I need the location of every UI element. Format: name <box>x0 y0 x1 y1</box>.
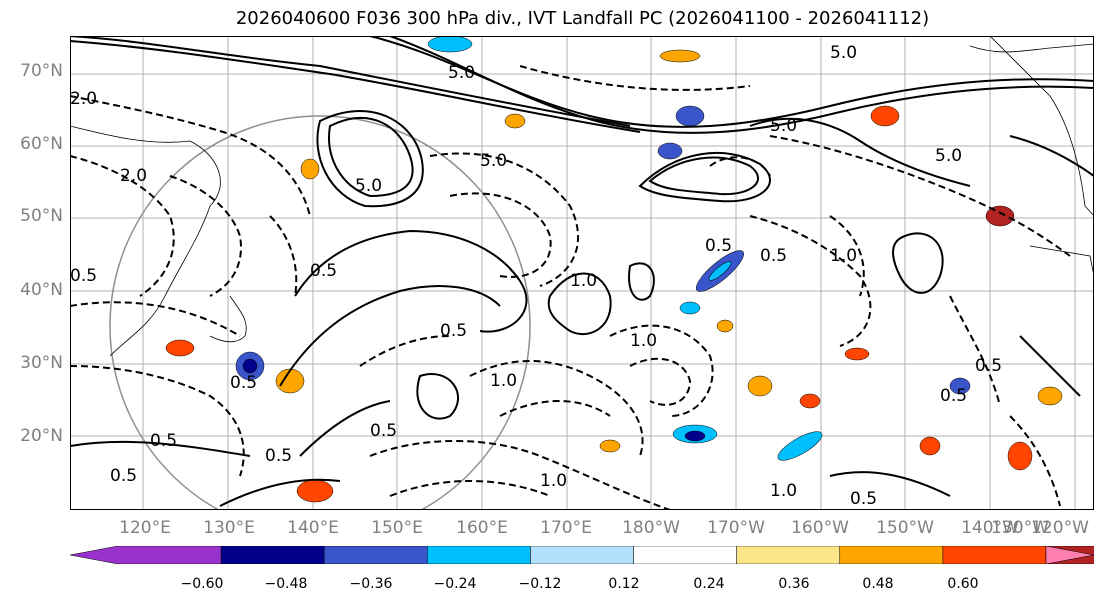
colorbar-tick: −0.48 <box>264 576 308 592</box>
colorbar-cell <box>1045 546 1094 564</box>
lon-label: 180°W <box>622 518 680 538</box>
colorbar-cell <box>70 546 222 564</box>
divergence-shading <box>165 36 1063 503</box>
lat-label: 60°N <box>20 134 63 154</box>
contour-label: 5.0 <box>480 151 507 171</box>
lon-label: 150°W <box>876 518 934 538</box>
dashed-contours <box>70 65 1071 510</box>
solid-contours <box>70 36 1094 507</box>
contour-label: 1.0 <box>540 471 567 491</box>
contour-label: 5.0 <box>448 63 475 83</box>
colorbar-cell <box>323 546 428 564</box>
colorbar-cell <box>220 546 325 564</box>
contour-label: 5.0 <box>830 43 857 63</box>
contour-label: 5.0 <box>935 146 962 166</box>
contour-label: 0.5 <box>370 421 397 441</box>
lon-label: 120°W <box>1031 518 1089 538</box>
map-title: 2026040600 F036 300 hPa div., IVT Landfa… <box>235 8 930 29</box>
lon-label: 160°W <box>791 518 849 538</box>
contour-label: 1.0 <box>770 481 797 501</box>
coastlines <box>70 36 1094 357</box>
contour-label: 5.0 <box>770 116 797 136</box>
map-canvas: 5.0 5.0 5.0 5.0 5.0 5.0 2.0 2.0 0.5 0.5 … <box>70 36 1094 510</box>
lon-label: 140°E <box>287 518 339 538</box>
map-panel: 5.0 5.0 5.0 5.0 5.0 5.0 2.0 2.0 0.5 0.5 … <box>70 36 1094 510</box>
contour-label: 2.0 <box>120 166 147 186</box>
colorbar-cell <box>633 546 737 564</box>
contour-label: 0.5 <box>705 236 732 256</box>
contour-label: 0.5 <box>110 466 137 486</box>
colorbar-tick: 0.36 <box>778 576 810 592</box>
lon-label: 170°E <box>540 518 592 538</box>
colorbar-cell <box>427 546 531 564</box>
lat-label: 20°N <box>20 426 63 446</box>
lon-label: 140°W <box>961 518 1019 538</box>
contour-label: 0.5 <box>70 266 97 286</box>
lat-label: 40°N <box>20 280 63 300</box>
contour-label: 1.0 <box>830 246 857 266</box>
colorbar-tick: 0.60 <box>947 576 979 592</box>
contour-label: 2.0 <box>70 89 97 109</box>
contour-label: 5.0 <box>355 176 382 196</box>
colorbar-tick: 0.48 <box>862 576 894 592</box>
colorbar-cell <box>839 546 944 564</box>
contour-label: 1.0 <box>570 271 597 291</box>
contour-label: 0.5 <box>310 261 337 281</box>
colorbar-tick: 0.12 <box>608 576 640 592</box>
contour-label: 0.5 <box>975 356 1002 376</box>
contour-label: 0.5 <box>440 321 467 341</box>
lat-label: 30°N <box>20 353 63 373</box>
colorbar-cell <box>736 546 841 564</box>
contour-labels: 5.0 5.0 5.0 5.0 5.0 5.0 2.0 2.0 0.5 0.5 … <box>70 43 1002 509</box>
lon-label: 130°W <box>991 518 1049 538</box>
lon-label: 130°E <box>203 518 255 538</box>
contour-label: 0.5 <box>150 431 177 451</box>
contour-label: 1.0 <box>630 331 657 351</box>
lat-label: 50°N <box>20 206 63 226</box>
lon-label: 150°E <box>371 518 423 538</box>
contour-label: 0.5 <box>265 446 292 466</box>
colorbar-tick: −0.36 <box>349 576 393 592</box>
lon-label: 160°E <box>456 518 508 538</box>
colorbar-tick: −0.60 <box>180 576 224 592</box>
colorbar-cell <box>942 546 1047 564</box>
contour-label: 1.0 <box>490 371 517 391</box>
contour-label: 0.5 <box>850 489 877 509</box>
lat-label: 70°N <box>20 61 63 81</box>
colorbar-tick: 0.24 <box>693 576 725 592</box>
contour-label: 0.5 <box>230 373 257 393</box>
lon-label: 170°W <box>707 518 765 538</box>
contour-label: 0.5 <box>940 386 967 406</box>
colorbar-tick: −0.24 <box>433 576 477 592</box>
lon-label: 120°E <box>119 518 171 538</box>
landfall-circle <box>109 115 531 510</box>
colorbar <box>70 546 1094 564</box>
colorbar-tick: −0.12 <box>518 576 562 592</box>
contour-label: 0.5 <box>760 246 787 266</box>
colorbar-cell <box>530 546 634 564</box>
